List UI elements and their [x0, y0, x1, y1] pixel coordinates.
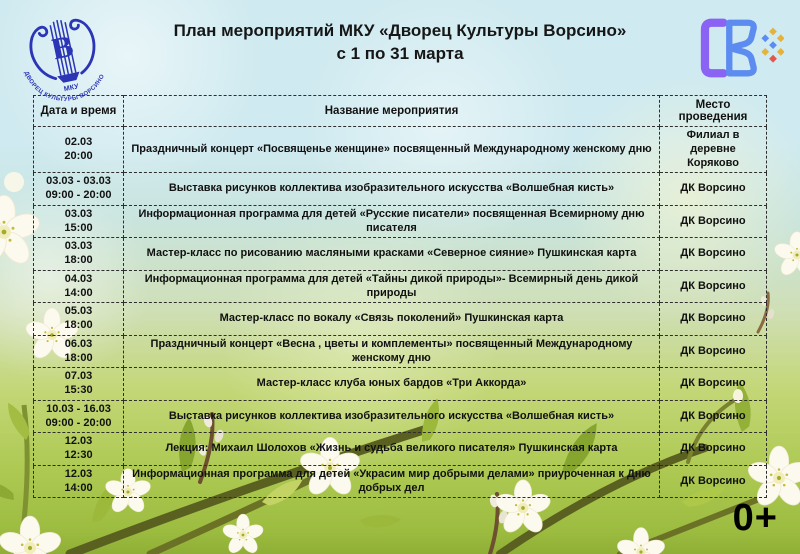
col-event-name: Название мероприятия — [123, 95, 660, 127]
event-date: 03.03 - 03.03 09:00 - 20:00 — [33, 172, 124, 206]
table-row: 10.03 - 16.03 09:00 - 20:00 Выставка рис… — [33, 399, 767, 434]
event-venue: ДК Ворсино — [659, 237, 767, 271]
lyre-strings — [49, 19, 77, 76]
table-row: 03.03 - 03.03 09:00 - 20:00 Выставка рис… — [33, 172, 767, 206]
table-row: 12.03 14:00 Информационная программа для… — [33, 464, 767, 499]
event-name: Мастер-класс по вокалу «Связь поколений»… — [123, 302, 660, 336]
col-date-time: Дата и время — [33, 95, 124, 127]
event-date: 03.03 15:00 — [33, 204, 124, 239]
event-name: Информационная программа для детей «Русс… — [123, 204, 660, 239]
event-venue: ДК Ворсино — [659, 367, 767, 401]
event-venue: Филиал в деревне Коряково — [659, 125, 767, 174]
title-line-2: с 1 по 31 марта — [336, 43, 464, 63]
table-row: 04.03 14:00 Информационная программа для… — [33, 269, 767, 304]
event-date: 05.03 18:00 — [33, 302, 124, 336]
event-name: Мастер-класс по рисованию масляными крас… — [123, 237, 660, 271]
event-venue: ДК Ворсино — [659, 302, 767, 336]
event-date: 10.03 - 16.03 09:00 - 20:00 — [33, 399, 124, 434]
event-date: 07.03 15:30 — [33, 367, 124, 401]
event-venue: ДК Ворсино — [659, 399, 767, 434]
event-name: Выставка рисунков коллектива изобразител… — [123, 399, 660, 434]
event-name: Лекция: Михаил Шолохов «Жизнь и судьба в… — [123, 432, 660, 466]
table-row: 02.03 20:00 Праздничный концерт «Посвяще… — [33, 125, 767, 174]
logo-blue-chevrons — [726, 19, 757, 77]
event-name: Праздничный концерт «Посвященье женщине»… — [123, 125, 660, 174]
dk-vorsino-lyre-logo: В МКУ ДВОРЕЦ КУЛЬТУРЫ ВОРСИНО — [22, 18, 110, 101]
table-row: 12.03 12:30 Лекция: Михаил Шолохов «Жизн… — [33, 432, 767, 466]
col-venue: Место проведения — [659, 95, 767, 127]
event-name: Выставка рисунков коллектива изобразител… — [123, 172, 660, 206]
page-title: План мероприятий МКУ «Дворец Культуры Во… — [130, 20, 670, 66]
logo-dot-cluster — [761, 27, 784, 63]
event-name: Мастер-класс клуба юных бардов «Три Акко… — [123, 367, 660, 401]
logo-abbr: МКУ — [63, 82, 80, 93]
event-date: 03.03 18:00 — [33, 237, 124, 271]
event-date: 04.03 14:00 — [33, 269, 124, 304]
event-name: Праздничный концерт «Весна , цветы и ком… — [123, 334, 660, 369]
culture-platform-logo — [700, 18, 784, 78]
logo-purple-bracket — [700, 18, 728, 78]
table-row: 03.03 18:00 Мастер-класс по рисованию ма… — [33, 237, 767, 271]
title-line-1: План мероприятий МКУ «Дворец Культуры Во… — [173, 21, 627, 40]
table-row: 06.03 18:00 Праздничный концерт «Весна ,… — [33, 334, 767, 369]
event-venue: ДК Ворсино — [659, 269, 767, 304]
event-venue: ДК Ворсино — [659, 204, 767, 239]
event-venue: ДК Ворсино — [659, 334, 767, 369]
table-row: 05.03 18:00 Мастер-класс по вокалу «Связ… — [33, 302, 767, 336]
table-row: 07.03 15:30 Мастер-класс клуба юных бард… — [33, 367, 767, 401]
table-header-row: Дата и время Название мероприятия Место … — [33, 95, 767, 127]
event-date: 12.03 14:00 — [33, 464, 124, 499]
event-date: 02.03 20:00 — [33, 125, 124, 174]
event-venue: ДК Ворсино — [659, 172, 767, 206]
event-venue: ДК Ворсино — [659, 464, 767, 499]
event-venue: ДК Ворсино — [659, 432, 767, 466]
event-date: 12.03 12:30 — [33, 432, 124, 466]
event-date: 06.03 18:00 — [33, 334, 124, 369]
table-row: 03.03 15:00 Информационная программа для… — [33, 204, 767, 239]
event-name: Информационная программа для детей «Укра… — [123, 464, 660, 499]
events-table: Дата и время Название мероприятия Место … — [33, 95, 767, 499]
age-rating-badge: 0+ — [732, 497, 778, 539]
event-name: Информационная программа для детей «Тайн… — [123, 269, 660, 304]
logo-letter: В — [49, 29, 76, 66]
